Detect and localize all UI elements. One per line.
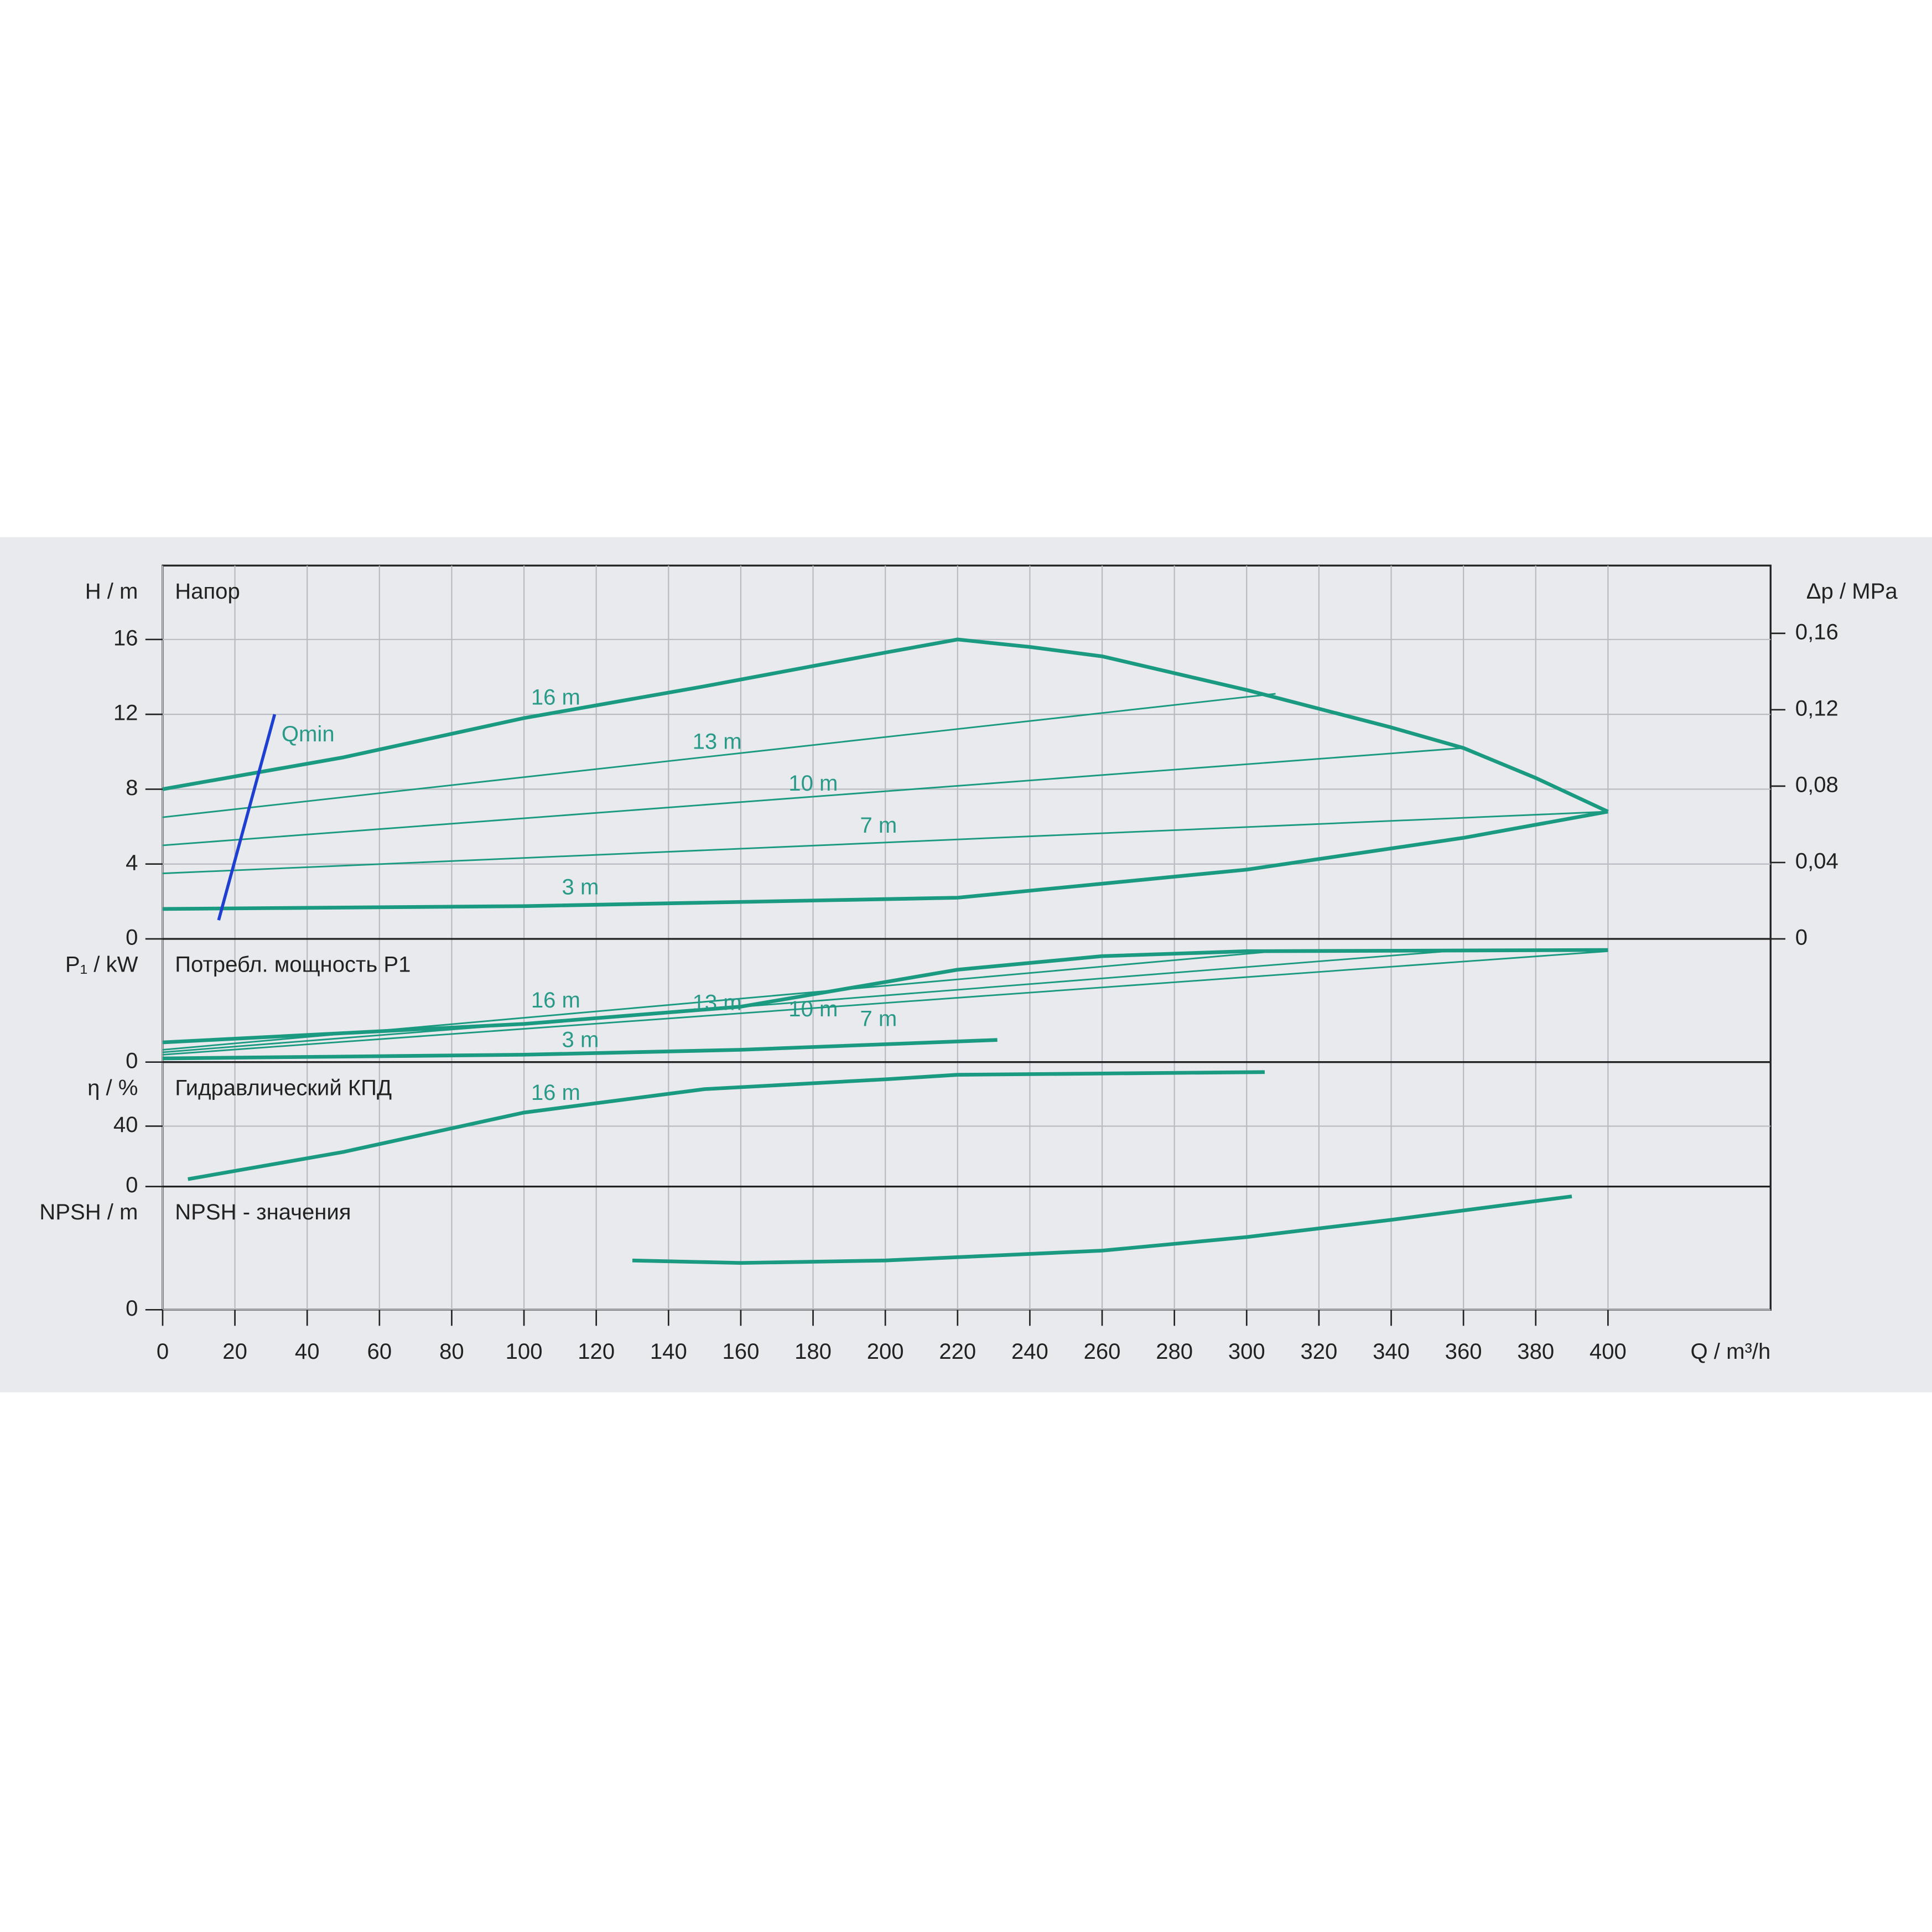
- y2-tick-label: 0,12: [1795, 696, 1838, 720]
- curve: [162, 747, 1464, 846]
- x-tick-label: 100: [506, 1339, 543, 1364]
- curve: [162, 811, 1608, 875]
- curve: [188, 1070, 1265, 1181]
- y-axis-label: H / m: [85, 579, 138, 604]
- curve-label: 13 m: [693, 991, 742, 1015]
- curve: [217, 714, 277, 921]
- x-tick-label: 380: [1517, 1339, 1554, 1364]
- y-tick-label: 8: [126, 776, 138, 800]
- curve-label: 7 m: [860, 813, 897, 838]
- y2-tick-label: 0: [1795, 926, 1808, 950]
- y-tick-label: 0: [126, 1296, 138, 1321]
- curve: [162, 949, 1464, 1053]
- curve: [162, 1038, 998, 1061]
- y-tick-label: 12: [113, 701, 138, 725]
- x-tick-label: 40: [295, 1339, 320, 1364]
- curve-label: 13 m: [693, 729, 742, 754]
- x-tick-label: 320: [1300, 1339, 1337, 1364]
- curve: [162, 950, 1276, 1051]
- x-tick-label: 160: [722, 1339, 759, 1364]
- x-tick-label: 60: [367, 1339, 392, 1364]
- curve-label: 10 m: [788, 771, 838, 796]
- y-axis-label: P₁ / kW: [65, 953, 138, 977]
- panel-title: Напор: [175, 579, 240, 604]
- curve: [162, 950, 1608, 1056]
- panel-title: Потребл. мощность P1: [175, 953, 411, 977]
- x-tick-label: 280: [1156, 1339, 1193, 1364]
- x-tick-label: 200: [867, 1339, 904, 1364]
- curve-label: 3 m: [562, 1027, 599, 1052]
- panel-title: Гидравлический КПД: [175, 1076, 392, 1100]
- x-axis-label: Q / m³/h: [1691, 1339, 1771, 1364]
- curve-label: 16 m: [531, 1081, 580, 1105]
- x-tick-label: 360: [1445, 1339, 1482, 1364]
- curve-label: Qmin: [282, 722, 335, 746]
- y-tick-label: 0: [126, 926, 138, 950]
- curve: [632, 1194, 1572, 1265]
- x-tick-label: 300: [1228, 1339, 1265, 1364]
- x-tick-label: 340: [1373, 1339, 1410, 1364]
- y2-axis-label: Δp / MPa: [1806, 579, 1898, 604]
- y2-tick-label: 0,16: [1795, 620, 1838, 644]
- y2-tick-label: 0,04: [1795, 849, 1838, 874]
- y-axis-label: NPSH / m: [39, 1200, 138, 1224]
- panel-title: NPSH - значения: [175, 1200, 351, 1224]
- y-tick-label: 40: [113, 1113, 138, 1137]
- y-tick-label: 16: [113, 626, 138, 650]
- x-tick-label: 400: [1590, 1339, 1627, 1364]
- x-tick-label: 220: [939, 1339, 976, 1364]
- x-tick-label: 260: [1084, 1339, 1121, 1364]
- x-tick-label: 0: [157, 1339, 169, 1364]
- curve: [162, 809, 1608, 911]
- curve-label: 7 m: [860, 1007, 897, 1031]
- curve-label: 16 m: [531, 685, 580, 709]
- y-tick-label: 4: [126, 850, 138, 875]
- y-axis-label: η / %: [87, 1076, 138, 1100]
- curve-label: 16 m: [531, 988, 580, 1012]
- x-tick-label: 140: [650, 1339, 687, 1364]
- y-tick-label: 0: [126, 1173, 138, 1197]
- curve-label: 3 m: [562, 875, 599, 899]
- y-tick-label: 0: [126, 1048, 138, 1073]
- chart-background: [0, 537, 1932, 1393]
- curve: [162, 693, 1276, 818]
- x-tick-label: 20: [222, 1339, 247, 1364]
- x-tick-label: 180: [794, 1339, 832, 1364]
- x-tick-label: 120: [578, 1339, 615, 1364]
- x-tick-label: 80: [439, 1339, 464, 1364]
- x-tick-label: 240: [1011, 1339, 1048, 1364]
- y2-tick-label: 0,08: [1795, 772, 1838, 797]
